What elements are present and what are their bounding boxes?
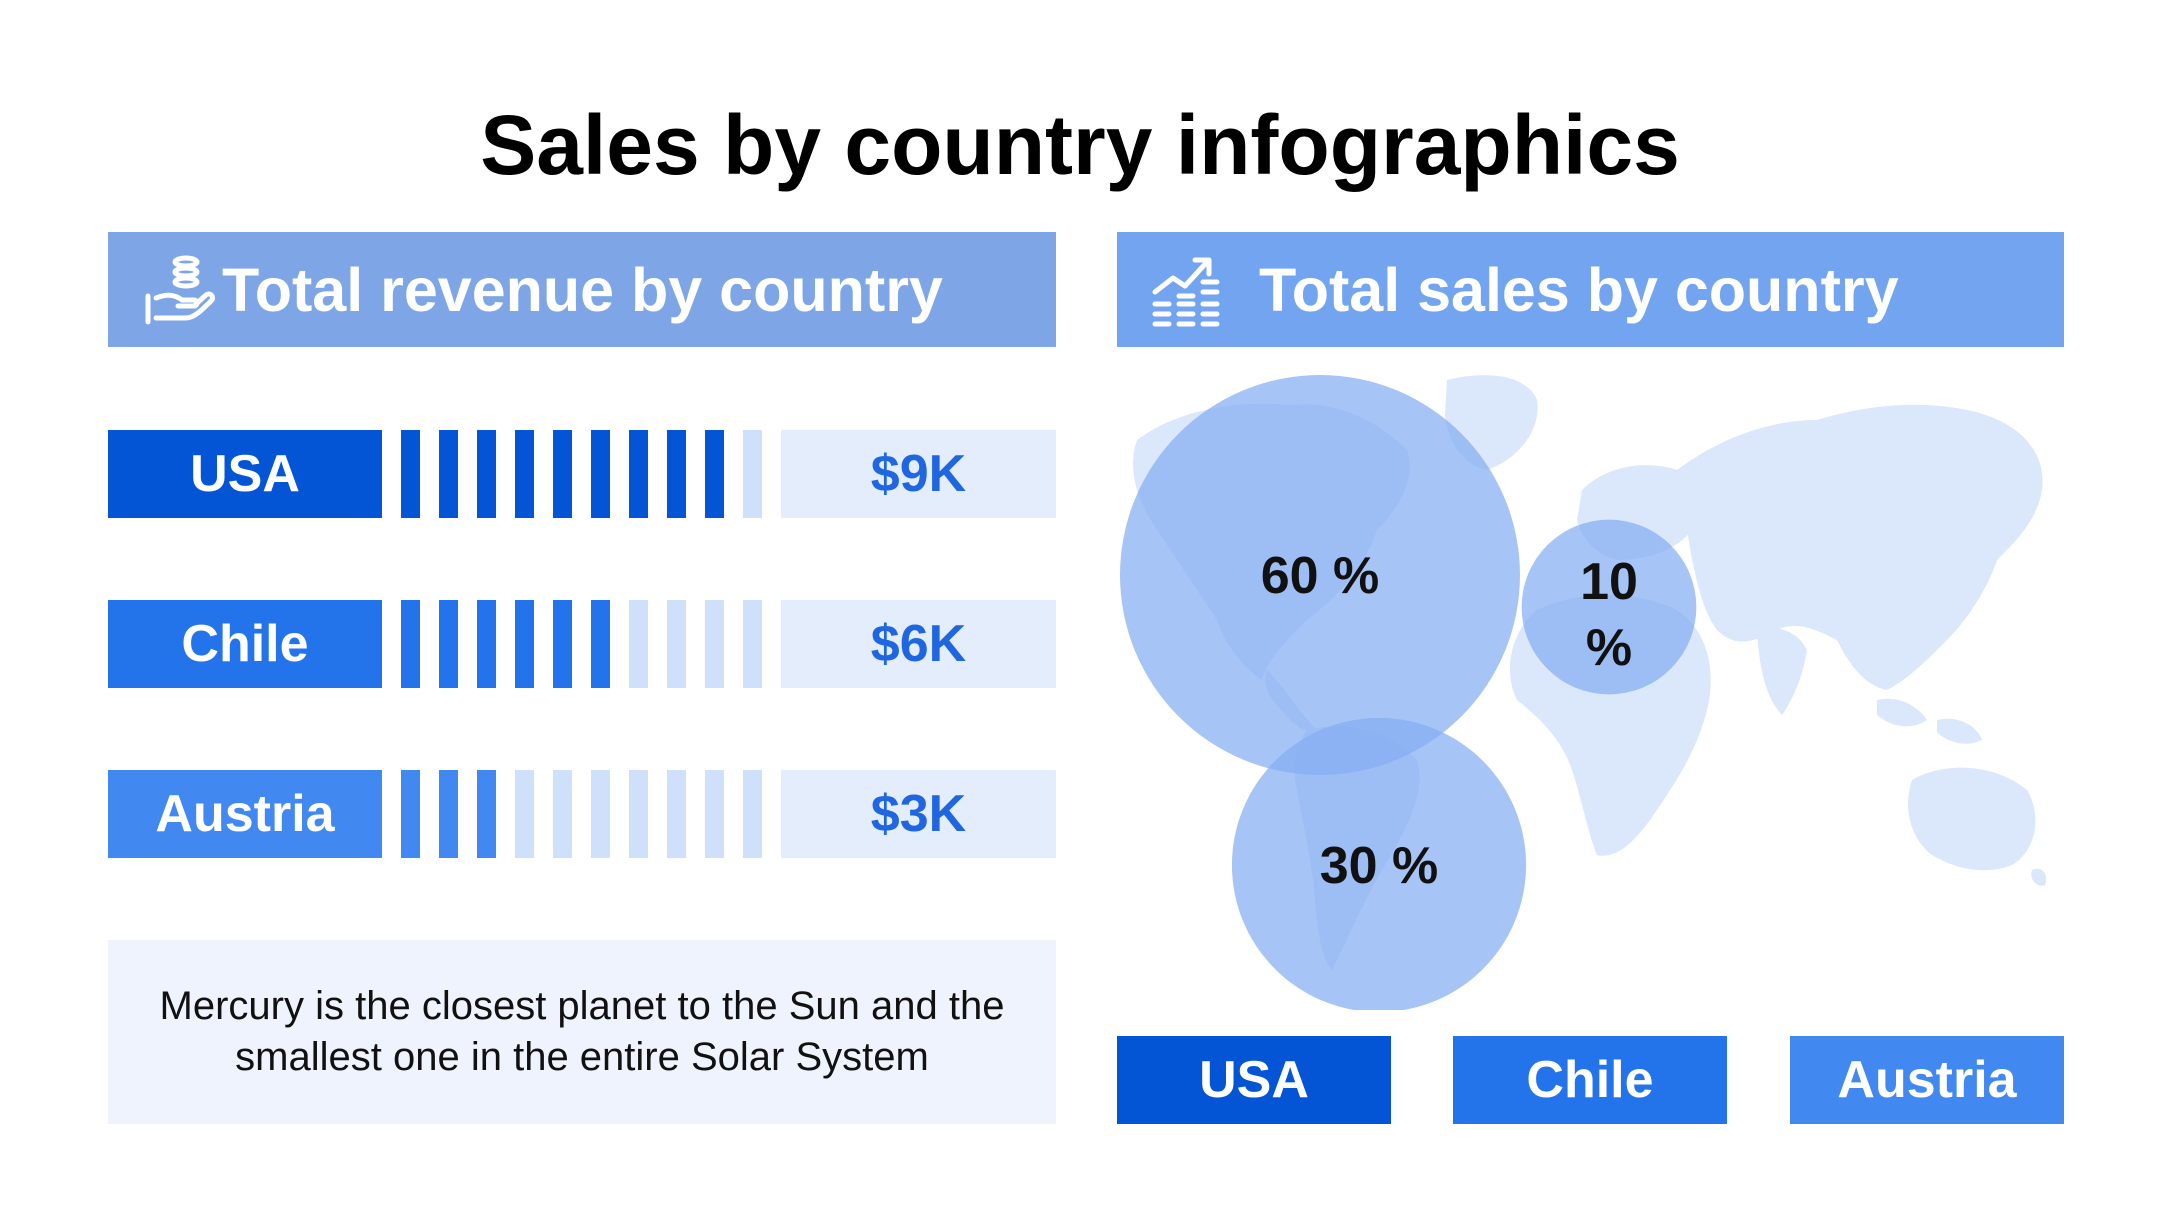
bubble-austria [1231,717,1527,1010]
money-hand-icon [145,255,215,324]
revenue-bar-filled [477,770,496,858]
revenue-row-usa: USA $9K [108,430,1056,518]
revenue-bar-empty [629,600,648,688]
bubble-label-usa: 60 % [1261,547,1380,605]
revenue-bar-empty [515,770,534,858]
bubble-label-chile: 10% [1580,553,1638,677]
revenue-row-austria: Austria $3K [108,770,1056,858]
revenue-bar-empty [553,770,572,858]
world-map-bubble-chart: 60 % 10 % 30 % [1120,375,2047,1010]
bubble-label-austria: 30 % [1320,837,1439,895]
country-label: USA [108,430,382,518]
revenue-bar-filled [515,600,534,688]
bubble-layer: 60 % 10 % 30 % [1120,375,1697,1010]
page-title: Sales by country infographics [480,98,1680,192]
revenue-bar-filled [553,600,572,688]
legend-usa: USA [1117,1036,1391,1124]
revenue-bar-empty [705,600,724,688]
value-label: $9K [781,430,1056,518]
revenue-bar-filled [401,600,420,688]
revenue-bar-empty [629,770,648,858]
country-label: Austria [108,770,382,858]
revenue-bar-empty [743,430,762,518]
revenue-bar-filled [591,600,610,688]
bubble-chile [1521,519,1697,695]
revenue-bar-empty [591,770,610,858]
description-text: Mercury is the closest planet to the Sun… [159,984,1005,1079]
revenue-row-chile: Chile $6K [108,600,1056,688]
revenue-bar-filled [553,430,572,518]
revenue-bar-filled [477,430,496,518]
revenue-bar-filled [515,430,534,518]
revenue-bar-filled [667,430,686,518]
revenue-bar-empty [667,600,686,688]
revenue-panel-header: Total revenue by country [108,232,1056,347]
growth-chart-icon [1152,257,1220,326]
revenue-bar-filled [591,430,610,518]
description-note: Mercury is the closest planet to the Sun… [108,940,1056,1124]
legend-austria: Austria [1790,1036,2064,1124]
revenue-bar-filled [439,770,458,858]
revenue-bar-empty [743,600,762,688]
revenue-bar-filled [629,430,648,518]
revenue-bar-empty [705,770,724,858]
value-label: $6K [781,600,1056,688]
bubble-usa [1120,375,1520,775]
revenue-bar-filled [477,600,496,688]
sales-panel-title: Total sales by country [1259,255,1899,324]
sales-panel-header: Total sales by country [1117,232,2064,347]
revenue-bar-filled [439,600,458,688]
value-label: $3K [781,770,1056,858]
revenue-bar-filled [401,770,420,858]
revenue-panel-title: Total revenue by country [222,255,943,324]
revenue-bar-filled [439,430,458,518]
revenue-bar-filled [401,430,420,518]
country-label: Chile [108,600,382,688]
revenue-bar-empty [667,770,686,858]
revenue-bar-empty [743,770,762,858]
legend-chile: Chile [1453,1036,1727,1124]
revenue-bar-filled [705,430,724,518]
